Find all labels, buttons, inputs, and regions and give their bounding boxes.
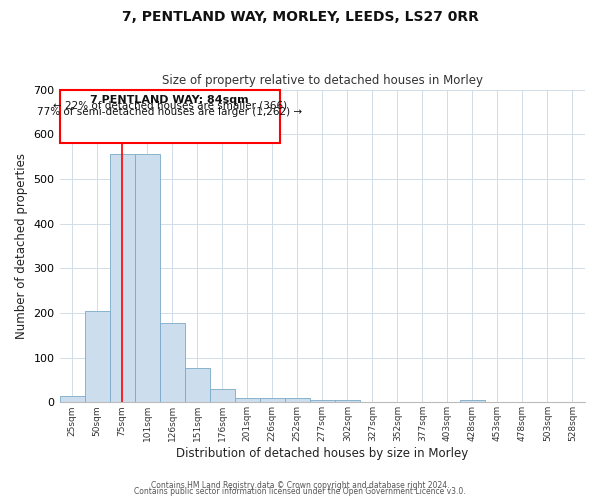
Text: Contains HM Land Registry data © Crown copyright and database right 2024.: Contains HM Land Registry data © Crown c… bbox=[151, 481, 449, 490]
Bar bbox=[134, 154, 160, 402]
Y-axis label: Number of detached properties: Number of detached properties bbox=[15, 153, 28, 339]
Bar bbox=[235, 398, 260, 402]
Bar bbox=[460, 400, 485, 402]
Bar bbox=[185, 368, 209, 402]
Text: 7, PENTLAND WAY, MORLEY, LEEDS, LS27 0RR: 7, PENTLAND WAY, MORLEY, LEEDS, LS27 0RR bbox=[122, 10, 478, 24]
Bar bbox=[85, 311, 110, 402]
Bar bbox=[260, 398, 285, 402]
Text: ← 22% of detached houses are smaller (366): ← 22% of detached houses are smaller (36… bbox=[53, 100, 287, 110]
Title: Size of property relative to detached houses in Morley: Size of property relative to detached ho… bbox=[162, 74, 483, 87]
Bar bbox=[285, 398, 310, 402]
Bar bbox=[335, 400, 360, 402]
Bar bbox=[59, 396, 85, 402]
Bar bbox=[160, 323, 185, 402]
Text: 7 PENTLAND WAY: 84sqm: 7 PENTLAND WAY: 84sqm bbox=[91, 95, 249, 105]
Bar bbox=[310, 400, 335, 402]
X-axis label: Distribution of detached houses by size in Morley: Distribution of detached houses by size … bbox=[176, 447, 469, 460]
Text: Contains public sector information licensed under the Open Government Licence v3: Contains public sector information licen… bbox=[134, 487, 466, 496]
Text: 77% of semi-detached houses are larger (1,262) →: 77% of semi-detached houses are larger (… bbox=[37, 106, 302, 117]
Bar bbox=[209, 389, 235, 402]
Bar bbox=[59, 90, 280, 143]
Bar bbox=[110, 154, 134, 402]
